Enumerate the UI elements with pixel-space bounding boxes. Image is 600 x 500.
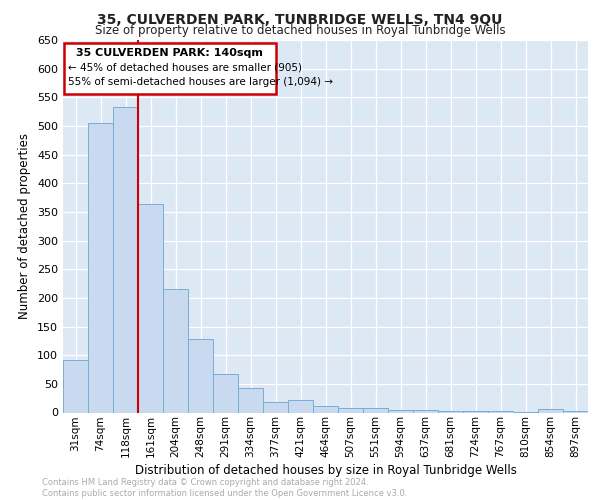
Bar: [313, 406, 338, 412]
Text: 35 CULVERDEN PARK: 140sqm: 35 CULVERDEN PARK: 140sqm: [76, 48, 263, 58]
Bar: [113, 107, 138, 412]
Bar: [138, 204, 163, 412]
Text: 55% of semi-detached houses are larger (1,094) →: 55% of semi-detached houses are larger (…: [68, 77, 333, 87]
Bar: [88, 122, 113, 412]
Bar: [363, 408, 388, 412]
Bar: [63, 360, 88, 412]
Bar: [413, 410, 438, 412]
Bar: [288, 400, 313, 412]
Bar: [338, 408, 363, 412]
Bar: [238, 388, 263, 412]
Text: Contains HM Land Registry data © Crown copyright and database right 2024.
Contai: Contains HM Land Registry data © Crown c…: [42, 478, 407, 498]
Bar: [213, 374, 238, 412]
Bar: [538, 409, 563, 412]
Bar: [263, 402, 288, 412]
FancyBboxPatch shape: [64, 43, 275, 94]
Text: 35, CULVERDEN PARK, TUNBRIDGE WELLS, TN4 9QU: 35, CULVERDEN PARK, TUNBRIDGE WELLS, TN4…: [97, 12, 503, 26]
Bar: [163, 290, 188, 412]
Text: ← 45% of detached houses are smaller (905): ← 45% of detached houses are smaller (90…: [68, 62, 302, 72]
Text: Size of property relative to detached houses in Royal Tunbridge Wells: Size of property relative to detached ho…: [95, 24, 505, 37]
Bar: [438, 411, 463, 412]
Bar: [388, 410, 413, 412]
X-axis label: Distribution of detached houses by size in Royal Tunbridge Wells: Distribution of detached houses by size …: [134, 464, 517, 477]
Y-axis label: Number of detached properties: Number of detached properties: [19, 133, 31, 320]
Bar: [188, 339, 213, 412]
